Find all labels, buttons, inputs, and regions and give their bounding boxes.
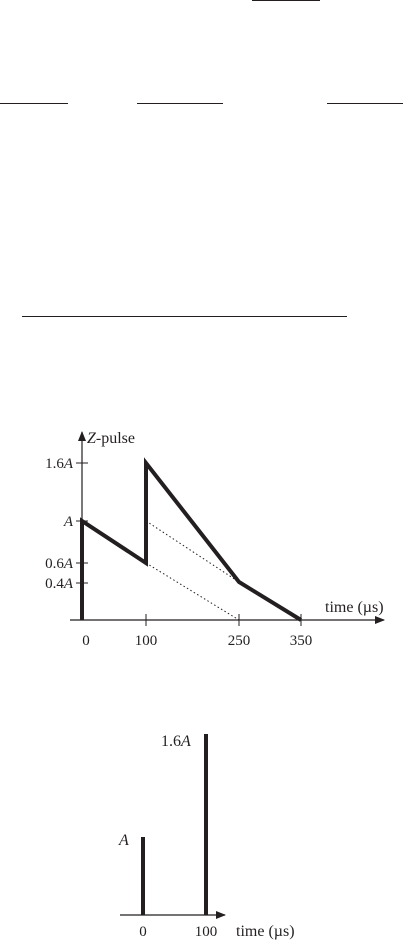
spike-label-a: A bbox=[118, 832, 129, 849]
rule-long bbox=[22, 316, 347, 317]
upper-chart: Z-pulse 1.6A A 0.6A 0.4A 0 100 250 350 t… bbox=[45, 430, 385, 649]
rule-right bbox=[327, 103, 403, 104]
spike-label-1-6a: 1.6A bbox=[161, 733, 191, 750]
upper-y-axis-title: Z-pulse bbox=[87, 430, 135, 447]
lower-chart: A 1.6A 0 100 time (µs) bbox=[118, 733, 295, 940]
y-tick-label-0-4: 0.4A bbox=[45, 576, 74, 592]
x-tick-label-350: 350 bbox=[290, 633, 313, 649]
rule-left bbox=[0, 103, 68, 104]
y-tick-label-1: A bbox=[63, 514, 74, 530]
rule-top-center bbox=[252, 0, 320, 1]
z-pulse-curve bbox=[80, 457, 303, 622]
dotted-line-lower bbox=[145, 562, 240, 621]
upper-x-axis-title: time (µs) bbox=[325, 599, 384, 616]
lower-x-axis-title: time (µs) bbox=[236, 923, 295, 940]
dotted-line-upper bbox=[145, 520, 240, 583]
x-tick-label-250: 250 bbox=[228, 633, 251, 649]
y-tick-label-1-6: 1.6A bbox=[45, 456, 74, 472]
lower-x-tick-label-0: 0 bbox=[139, 924, 147, 940]
lower-x-tick-label-100: 100 bbox=[195, 924, 218, 940]
x-tick-label-100: 100 bbox=[135, 633, 158, 649]
y-tick-label-0-6: 0.6A bbox=[45, 556, 74, 572]
rule-middle bbox=[137, 103, 223, 104]
x-tick-label-0: 0 bbox=[82, 633, 90, 649]
